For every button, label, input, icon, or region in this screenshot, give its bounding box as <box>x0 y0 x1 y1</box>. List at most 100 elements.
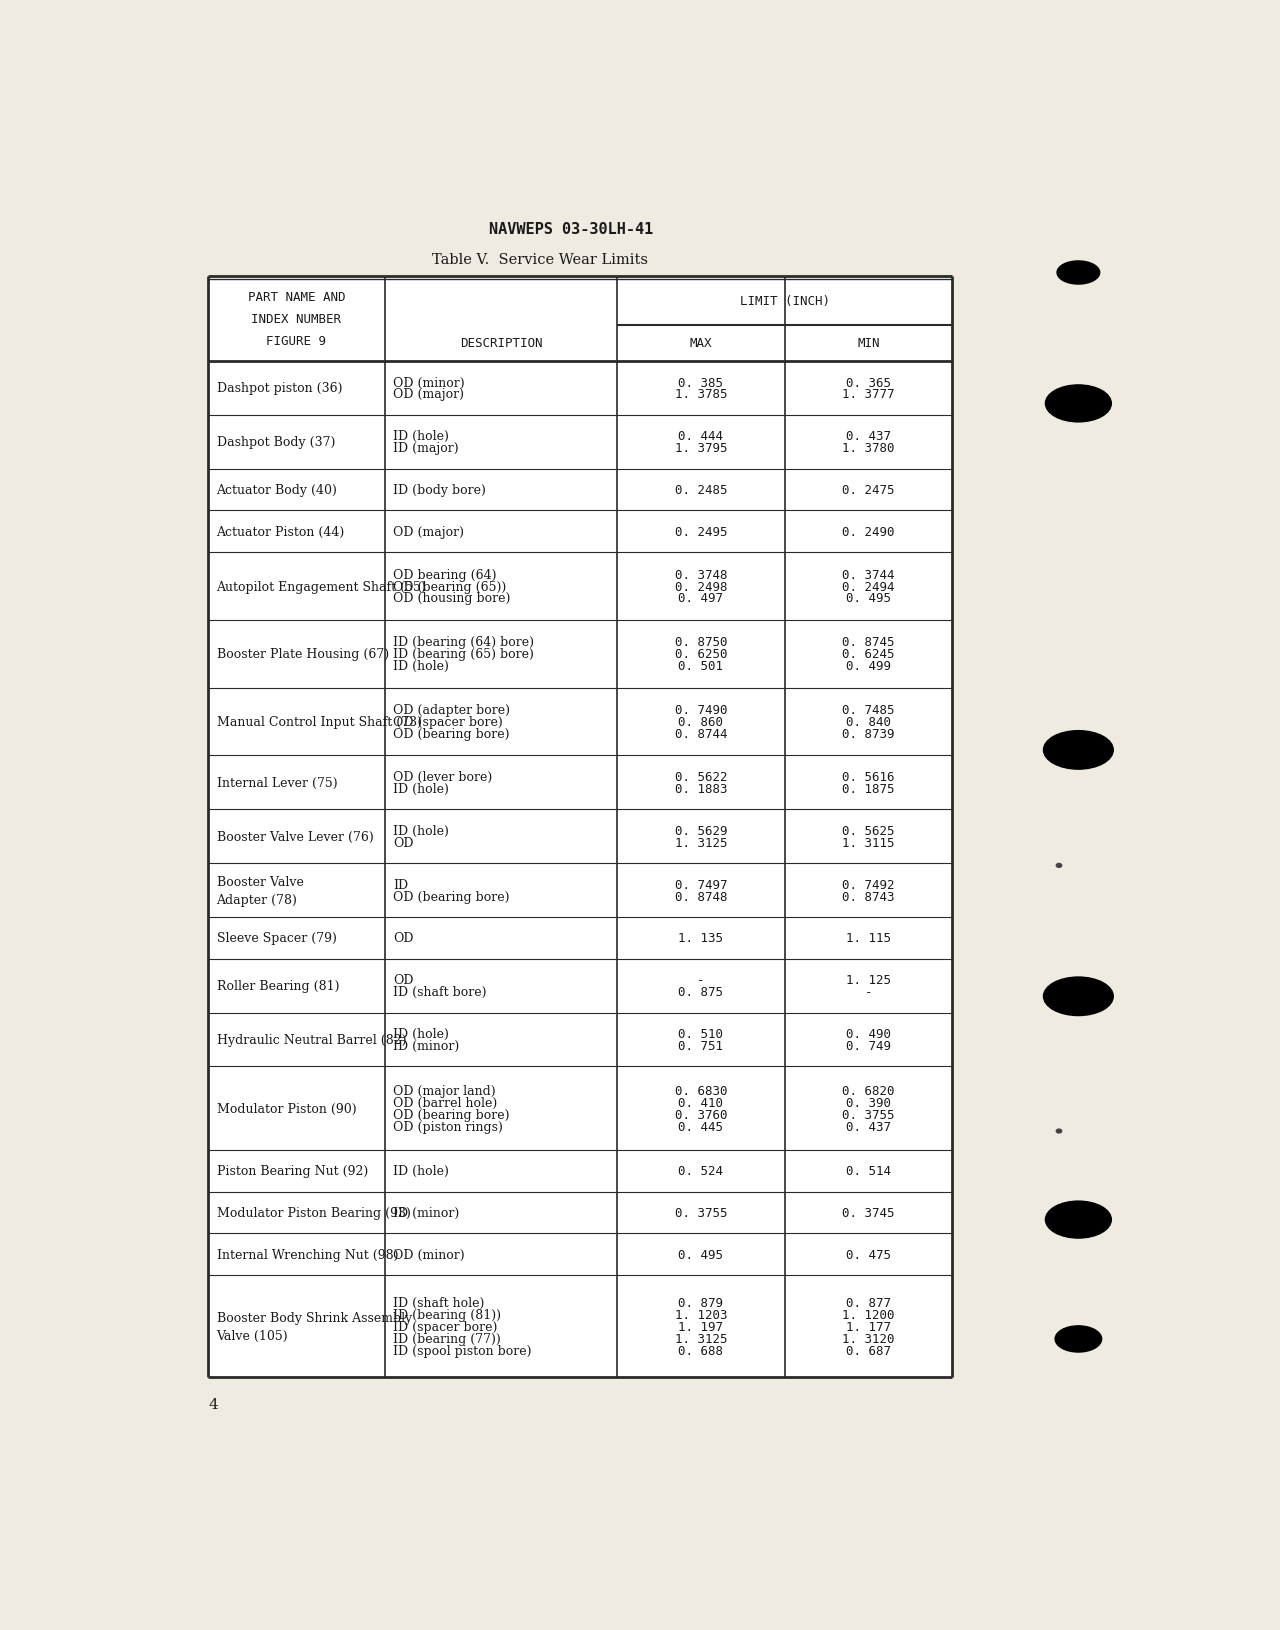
Ellipse shape <box>1046 386 1111 422</box>
Text: Booster Valve Lever (76): Booster Valve Lever (76) <box>216 830 374 843</box>
Text: 0. 8743: 0. 8743 <box>842 890 895 903</box>
Text: 0. 490: 0. 490 <box>846 1027 891 1040</box>
Text: Booster Plate Housing (67): Booster Plate Housing (67) <box>216 647 389 660</box>
Text: 0. 495: 0. 495 <box>678 1249 723 1262</box>
Text: 1. 1203: 1. 1203 <box>675 1307 727 1320</box>
Text: 0. 3748: 0. 3748 <box>675 569 727 582</box>
Text: OD (housing bore): OD (housing bore) <box>393 592 511 605</box>
Text: 0. 840: 0. 840 <box>846 716 891 729</box>
Text: 0. 475: 0. 475 <box>846 1249 891 1262</box>
Text: OD (bearing bore): OD (bearing bore) <box>393 1108 509 1121</box>
Text: Roller Bearing (81): Roller Bearing (81) <box>216 980 339 993</box>
Text: OD (bearing (65)): OD (bearing (65)) <box>393 580 507 593</box>
Text: 0. 879: 0. 879 <box>678 1296 723 1309</box>
Ellipse shape <box>1056 1130 1061 1133</box>
Text: 0. 6830: 0. 6830 <box>675 1084 727 1097</box>
Text: Modulator Piston (90): Modulator Piston (90) <box>216 1102 356 1115</box>
Text: 0. 5622: 0. 5622 <box>675 771 727 784</box>
Text: 0. 2498: 0. 2498 <box>675 580 727 593</box>
Text: 0. 8748: 0. 8748 <box>675 890 727 903</box>
Text: 0. 5616: 0. 5616 <box>842 771 895 784</box>
Ellipse shape <box>1046 1201 1111 1239</box>
Text: 0. 510: 0. 510 <box>678 1027 723 1040</box>
Text: ID (bearing (77)): ID (bearing (77)) <box>393 1332 500 1345</box>
Text: ID (minor): ID (minor) <box>393 1040 460 1053</box>
Text: 1. 3115: 1. 3115 <box>842 836 895 849</box>
Text: 0. 6245: 0. 6245 <box>842 647 895 660</box>
Text: 0. 875: 0. 875 <box>678 986 723 999</box>
Text: 0. 437: 0. 437 <box>846 430 891 443</box>
Text: 0. 2495: 0. 2495 <box>675 525 727 538</box>
Text: 0. 7490: 0. 7490 <box>675 704 727 717</box>
Text: DESCRIPTION: DESCRIPTION <box>460 337 543 350</box>
Text: ID (hole): ID (hole) <box>393 1027 449 1040</box>
Text: OD (major): OD (major) <box>393 388 465 401</box>
Text: Booster Valve
Adapter (78): Booster Valve Adapter (78) <box>216 875 303 906</box>
Text: 0. 3745: 0. 3745 <box>842 1206 895 1219</box>
Text: Internal Wrenching Nut (98): Internal Wrenching Nut (98) <box>216 1249 398 1262</box>
Text: 1. 197: 1. 197 <box>678 1320 723 1333</box>
Text: 0. 2490: 0. 2490 <box>842 525 895 538</box>
Text: OD: OD <box>393 836 413 849</box>
Text: 0. 749: 0. 749 <box>846 1040 891 1053</box>
Text: 0. 385: 0. 385 <box>678 377 723 390</box>
Text: ID (shaft bore): ID (shaft bore) <box>393 986 486 999</box>
Text: 0. 3744: 0. 3744 <box>842 569 895 582</box>
Text: OD (major land): OD (major land) <box>393 1084 495 1097</box>
Ellipse shape <box>1043 732 1114 769</box>
Text: 0. 410: 0. 410 <box>678 1095 723 1108</box>
Text: 0. 860: 0. 860 <box>678 716 723 729</box>
Text: Manual Control Input Shaft (73): Manual Control Input Shaft (73) <box>216 716 421 729</box>
Text: 0. 514: 0. 514 <box>846 1164 891 1177</box>
Text: ID (shaft hole): ID (shaft hole) <box>393 1296 485 1309</box>
Text: Dashpot piston (36): Dashpot piston (36) <box>216 383 342 394</box>
Text: ID (hole): ID (hole) <box>393 660 449 673</box>
Text: Dashpot Body (37): Dashpot Body (37) <box>216 437 335 448</box>
Text: 0. 445: 0. 445 <box>678 1120 723 1133</box>
Text: 0. 5625: 0. 5625 <box>842 825 895 838</box>
Text: 4: 4 <box>209 1397 218 1412</box>
Text: 0. 8744: 0. 8744 <box>675 727 727 740</box>
Text: 1. 177: 1. 177 <box>846 1320 891 1333</box>
Text: Sleeve Spacer (79): Sleeve Spacer (79) <box>216 932 337 945</box>
Text: 0. 5629: 0. 5629 <box>675 825 727 838</box>
Text: 1. 3785: 1. 3785 <box>675 388 727 401</box>
Text: 0. 2475: 0. 2475 <box>842 484 895 497</box>
Text: 0. 499: 0. 499 <box>846 660 891 673</box>
Text: 0. 7492: 0. 7492 <box>842 879 895 892</box>
Text: OD (spacer bore): OD (spacer bore) <box>393 716 503 729</box>
Text: 0. 495: 0. 495 <box>846 592 891 605</box>
Text: -: - <box>864 986 872 999</box>
Text: ID (bearing (64) bore): ID (bearing (64) bore) <box>393 636 534 649</box>
Text: OD (piston rings): OD (piston rings) <box>393 1120 503 1133</box>
Text: ID: ID <box>393 879 408 892</box>
Text: OD (bearing bore): OD (bearing bore) <box>393 727 509 740</box>
Text: 0. 687: 0. 687 <box>846 1343 891 1356</box>
Text: ID (hole): ID (hole) <box>393 825 449 838</box>
Text: Actuator Body (40): Actuator Body (40) <box>216 484 338 497</box>
Text: Booster Body Shrink Assembly
Valve (105): Booster Body Shrink Assembly Valve (105) <box>216 1311 412 1341</box>
Text: 0. 390: 0. 390 <box>846 1095 891 1108</box>
Text: 0. 365: 0. 365 <box>846 377 891 390</box>
Text: Table V.  Service Wear Limits: Table V. Service Wear Limits <box>431 253 648 266</box>
Text: 1. 115: 1. 115 <box>846 932 891 945</box>
Text: 0. 2494: 0. 2494 <box>842 580 895 593</box>
Text: OD (adapter bore): OD (adapter bore) <box>393 704 511 717</box>
Text: 1. 3120: 1. 3120 <box>842 1332 895 1345</box>
Text: ID (spool piston bore): ID (spool piston bore) <box>393 1343 531 1356</box>
Text: Actuator Piston (44): Actuator Piston (44) <box>216 525 344 538</box>
Text: OD (minor): OD (minor) <box>393 1249 465 1262</box>
Ellipse shape <box>1056 864 1061 867</box>
Text: ID (hole): ID (hole) <box>393 430 449 443</box>
Text: Piston Bearing Nut (92): Piston Bearing Nut (92) <box>216 1164 367 1177</box>
Text: 1. 135: 1. 135 <box>678 932 723 945</box>
Text: 1. 3125: 1. 3125 <box>675 1332 727 1345</box>
Text: 0. 1883: 0. 1883 <box>675 782 727 795</box>
Text: 1. 3780: 1. 3780 <box>842 442 895 455</box>
Text: OD: OD <box>393 932 413 945</box>
Ellipse shape <box>1057 262 1100 285</box>
Text: 0. 3760: 0. 3760 <box>675 1108 727 1121</box>
Text: ID (bearing (81)): ID (bearing (81)) <box>393 1307 502 1320</box>
Text: MAX: MAX <box>690 337 712 350</box>
Text: 0. 524: 0. 524 <box>678 1164 723 1177</box>
